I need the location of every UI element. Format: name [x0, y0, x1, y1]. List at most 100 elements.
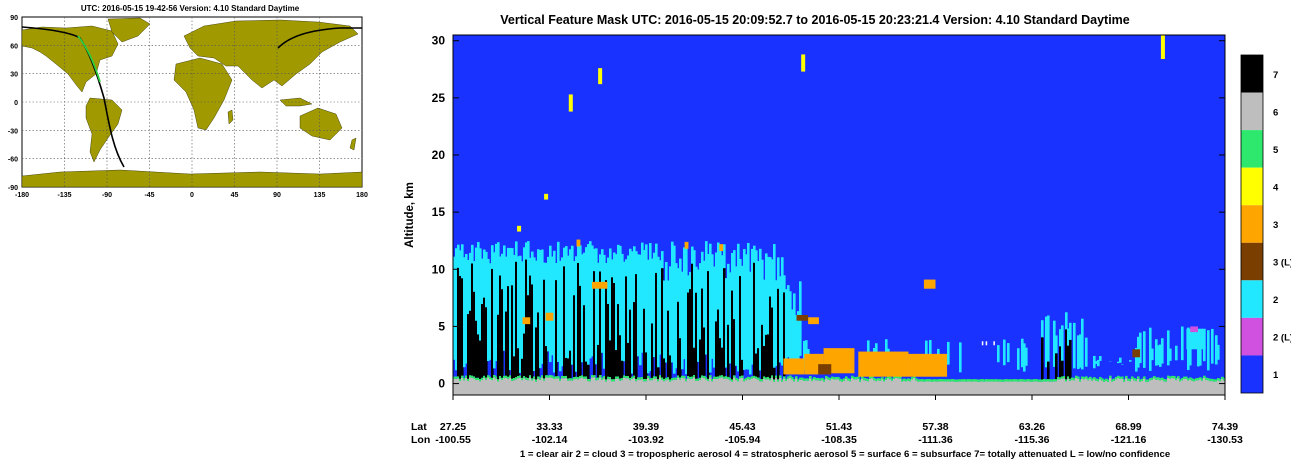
subsurface-cell — [643, 381, 646, 395]
surface-cell — [887, 376, 890, 379]
surface-cell — [1159, 378, 1162, 381]
surface-cell — [873, 377, 876, 381]
surface-cell — [883, 379, 886, 382]
subsurface-cell — [879, 380, 882, 395]
surface-cell — [787, 376, 790, 379]
surface-cell — [699, 377, 702, 380]
subsurface-cell — [1153, 378, 1156, 395]
orbit-track-highlight — [77, 35, 101, 83]
surface-cell — [705, 377, 708, 380]
attenuated-cell — [753, 262, 756, 376]
surface-cell — [835, 376, 838, 380]
orbit-track-east — [277, 27, 362, 49]
cloud-cell — [735, 266, 738, 366]
surface-cell — [863, 377, 866, 381]
surface-cell — [607, 376, 610, 379]
subsurface-cell — [975, 381, 978, 395]
cloud-cell — [537, 249, 540, 361]
subsurface-cell — [791, 379, 794, 395]
surface-cell — [1035, 379, 1038, 382]
stratospheric-aerosol — [801, 54, 806, 72]
surface-cell — [1029, 379, 1032, 382]
aerosol-feature — [808, 317, 819, 325]
y-tick-label: 10 — [432, 262, 446, 276]
cloud-cell — [1207, 330, 1210, 371]
subsurface-cell — [933, 381, 936, 395]
subsurface-cell — [959, 381, 962, 395]
subsurface-cell — [1203, 378, 1206, 395]
surface-cell — [939, 379, 942, 382]
subsurface-cell — [899, 378, 902, 395]
surface-cell — [1171, 375, 1174, 379]
subsurface-cell — [991, 381, 994, 395]
surface-cell — [1085, 376, 1088, 379]
cloud-cell — [455, 248, 458, 371]
colorbar-swatch — [1241, 55, 1263, 93]
subsurface-cell — [1119, 379, 1122, 395]
surface-cell — [525, 377, 528, 380]
cloud-cell — [559, 260, 562, 372]
surface-cell — [491, 377, 494, 381]
subsurface-cell — [1051, 381, 1054, 395]
attenuated-cell — [583, 305, 586, 377]
surface-cell — [663, 378, 666, 382]
cloud-cell — [1081, 318, 1084, 370]
surface-cell — [615, 376, 618, 379]
surface-cell — [1147, 379, 1150, 382]
subsurface-cell — [853, 379, 856, 395]
attenuated-cell — [507, 286, 510, 377]
subsurface-cell — [771, 377, 774, 395]
stratospheric-aerosol — [517, 225, 522, 232]
subsurface-cell — [615, 378, 618, 395]
surface-cell — [459, 378, 462, 381]
map-y-tick-label: -90 — [8, 185, 18, 192]
surface-cell — [1083, 377, 1086, 380]
cloud-cell — [1099, 356, 1102, 361]
cloud-cell — [741, 265, 744, 368]
aerosol-feature — [684, 241, 689, 249]
y-axis-label: Altitude, km — [404, 182, 416, 248]
cloud-cell — [477, 241, 480, 366]
subsurface-cell — [861, 378, 864, 395]
cloud-cell — [645, 244, 648, 371]
surface-cell — [789, 375, 792, 378]
surface-cell — [1183, 376, 1186, 379]
subsurface-cell — [977, 381, 980, 395]
subsurface-cell — [593, 377, 596, 395]
subsurface-cell — [785, 381, 788, 395]
subsurface-cell — [465, 377, 468, 395]
subsurface-cell — [1061, 378, 1064, 395]
attenuated-cell — [599, 271, 602, 376]
colorbar-swatch — [1241, 205, 1263, 243]
cloud-cell — [1119, 357, 1122, 363]
cloud-cell — [703, 260, 706, 358]
surface-cell — [1115, 376, 1118, 380]
subsurface-cell — [1089, 379, 1092, 395]
subsurface-cell — [873, 380, 876, 395]
surface-cell — [799, 377, 802, 380]
vertical-feature-mask-chart: Vertical Feature Mask UTC: 2016-05-15 20… — [404, 13, 1291, 460]
attenuated-cell — [719, 338, 722, 376]
attenuated-cell — [567, 358, 570, 379]
surface-cell — [811, 378, 814, 382]
attenuated-cell — [563, 266, 566, 377]
surface-cell — [573, 376, 576, 380]
subsurface-cell — [663, 381, 666, 395]
surface-cell — [737, 379, 740, 382]
surface-cell — [765, 377, 768, 380]
surface-cell — [877, 378, 880, 381]
surface-cell — [733, 375, 736, 378]
map-y-tick-label: 30 — [10, 72, 18, 79]
subsurface-cell — [1185, 378, 1188, 395]
surface-cell — [493, 375, 496, 378]
vfm-features — [453, 35, 1225, 395]
surface-cell — [1179, 379, 1182, 382]
subsurface-cell — [999, 381, 1002, 395]
map-x-tick-label: -45 — [144, 192, 154, 199]
attenuated-cell — [497, 314, 500, 380]
cloud-cell — [469, 252, 472, 356]
cloud-cell — [1189, 338, 1192, 366]
attenuated-cell — [1041, 337, 1044, 380]
surface-cell — [697, 378, 700, 381]
cloud-cell — [747, 242, 750, 370]
